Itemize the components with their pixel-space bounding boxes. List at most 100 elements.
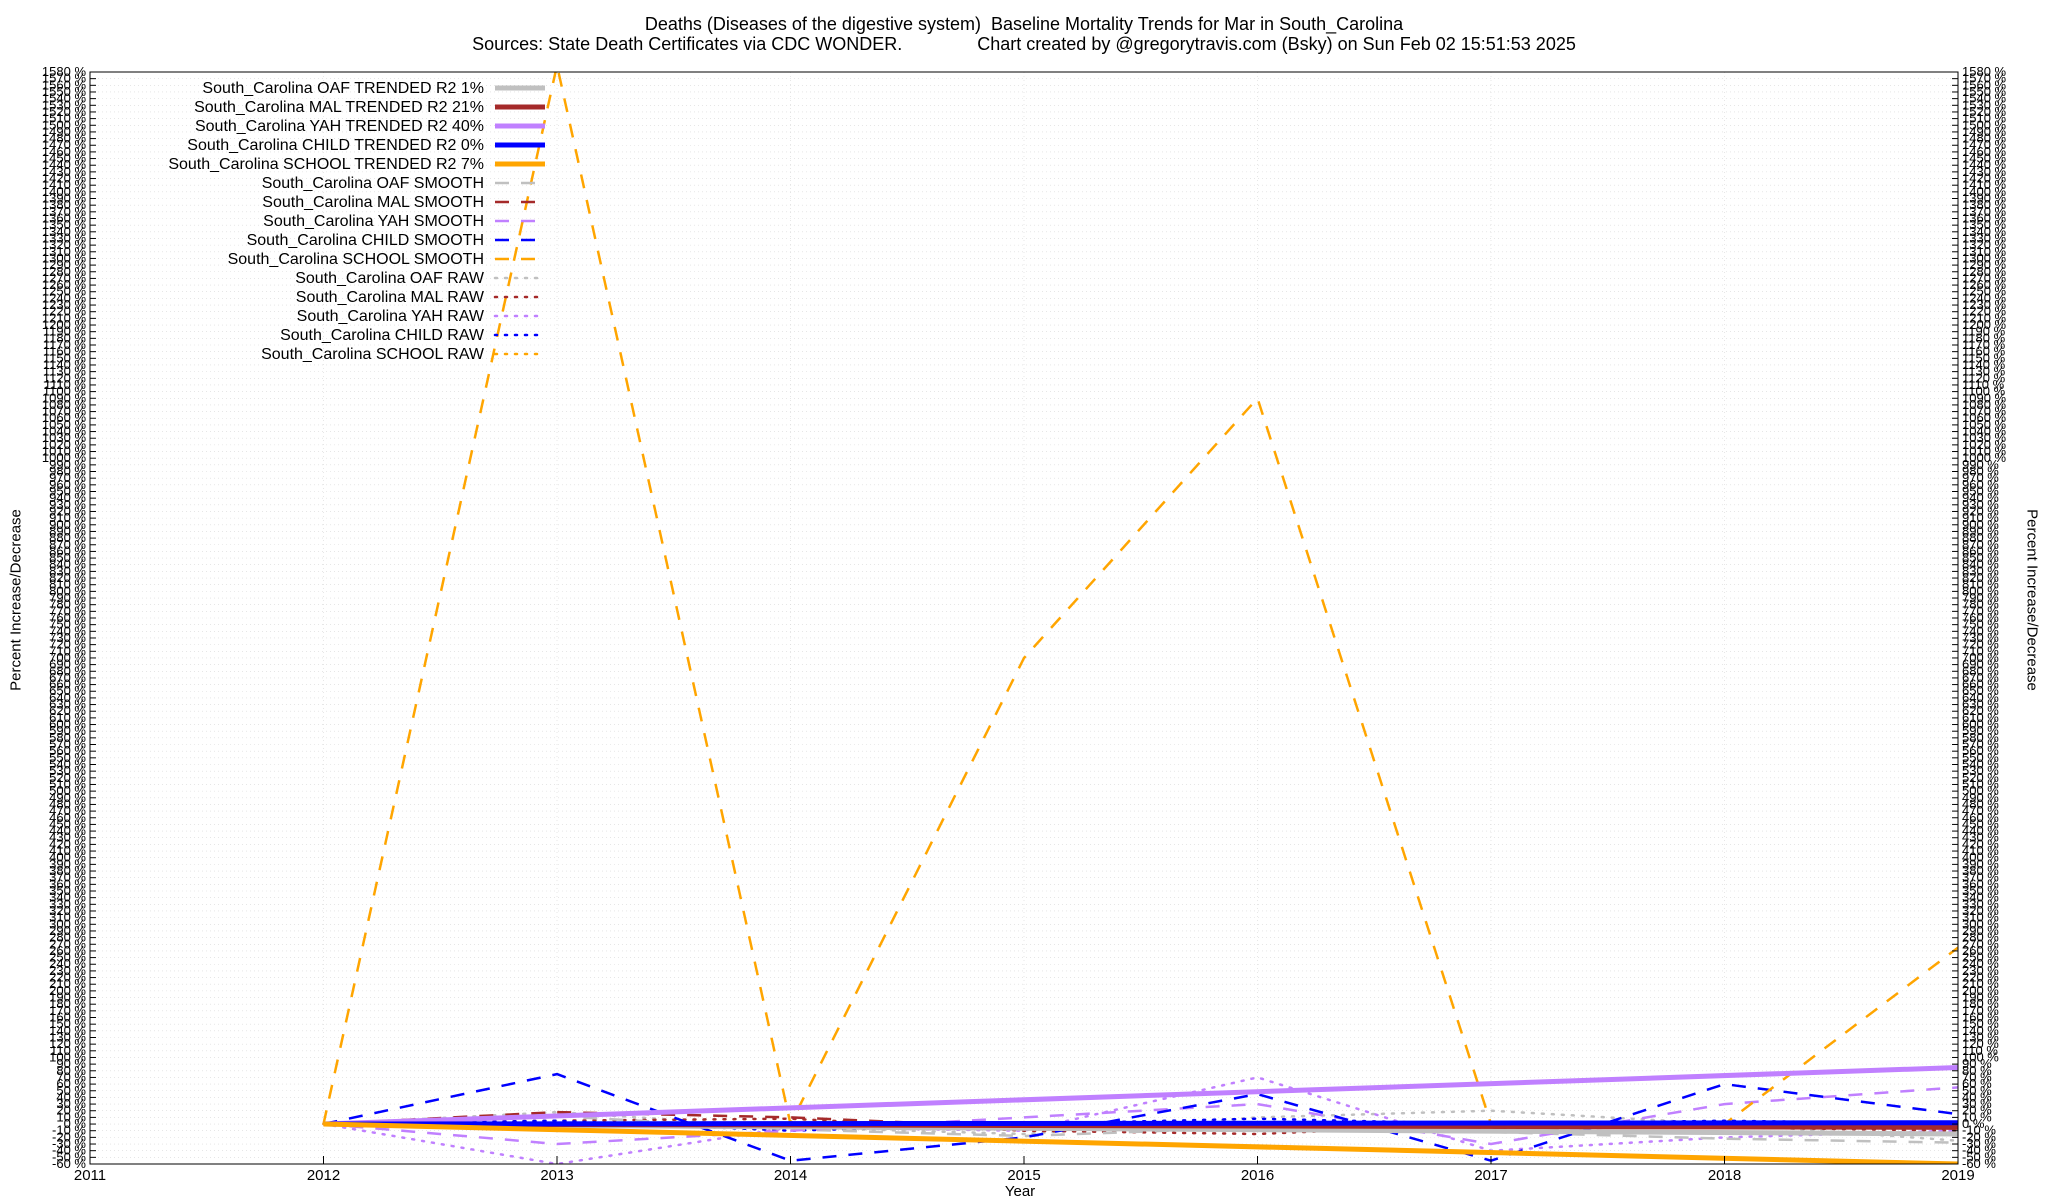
y-tick-label-right: 110 % [1962, 1043, 1998, 1058]
y-tick-label-left: 730 % [49, 630, 86, 645]
y-tick-label-left: 1520 % [42, 104, 87, 119]
y-tick-label-right: -20 % [1962, 1129, 1996, 1144]
y-tick-label-left: 1560 % [42, 77, 87, 92]
y-tick-label-right: -50 % [1962, 1149, 1996, 1164]
y-tick-label-right: 840 % [1962, 557, 1999, 572]
y-tick-label-left: 50 % [56, 1083, 86, 1098]
y-tick-label-right: 980 % [1962, 464, 1999, 479]
y-tick-label-right: 420 % [1962, 836, 1999, 851]
y-tick-label-right: 480 % [1962, 796, 1999, 811]
y-tick-label-left: 620 % [49, 703, 86, 718]
legend: South_Carolina OAF TRENDED R2 1% South_Ca… [168, 80, 547, 363]
y-tick-label-right: 70 % [1962, 1069, 1992, 1084]
y-tick-label-left: 550 % [49, 750, 86, 765]
y-tick-label-left: 530 % [49, 763, 86, 778]
y-tick-label-left: 310 % [49, 910, 86, 925]
y-tick-label-right: 490 % [1962, 790, 1999, 805]
y-tick-label-left: 340 % [49, 890, 86, 905]
y-tick-label-right: 1000 % [1962, 450, 2007, 465]
y-tick-label-right: 920 % [1962, 503, 1999, 518]
y-tick-label-left: 370 % [49, 870, 86, 885]
y-tick-label-right: 810 % [1962, 577, 1999, 592]
y-tick-label-right: 820 % [1962, 570, 1999, 585]
y-tick-label-left: 1170 % [43, 337, 87, 352]
y-tick-label-right: 1370 % [1962, 204, 2007, 219]
y-tick-label-right: -60 % [1962, 1156, 1996, 1171]
y-tick-label-right: 720 % [1962, 637, 1999, 652]
y-tick-label-right: 1090 % [1962, 390, 2007, 405]
y-tick-label-left: 1530 % [42, 97, 87, 112]
y-tick-label-left: 850 % [49, 550, 86, 565]
y-tick-label-right: 770 % [1962, 603, 1999, 618]
y-tick-label-right: 60 % [1962, 1076, 1992, 1091]
y-tick-label-right: 90 % [1962, 1056, 1992, 1071]
y-tick-label-left: 240 % [49, 956, 86, 971]
y-tick-label-left: 830 % [49, 563, 86, 578]
legend-label: South_Carolina OAF RAW [295, 270, 485, 287]
y-tick-label-left: 1450 % [42, 151, 87, 166]
y-tick-label-right: 580 % [1962, 730, 1999, 745]
series-line-smooth [323, 1086, 1958, 1146]
y-tick-label-right: 1270 % [1962, 270, 2007, 285]
y-tick-label-left: 1180 % [43, 330, 87, 345]
y-tick-label-left: 630 % [49, 697, 86, 712]
y-tick-label-right: 1390 % [1962, 191, 2007, 206]
y-tick-label-right: 600 % [1962, 717, 1999, 732]
y-tick-label-left: 820 % [49, 570, 86, 585]
y-tick-label-left: 360 % [49, 876, 86, 891]
y-tick-label-left: 1200 % [42, 317, 87, 332]
y-tick-label-right: 320 % [1962, 903, 1999, 918]
y-tick-label-right: 1250 % [1962, 284, 2007, 299]
y-tick-label-left: 1400 % [42, 184, 87, 199]
y-tick-label-left: 1250 % [42, 284, 87, 299]
x-tick-label: 2013 [540, 1167, 573, 1184]
y-tick-label-left: 330 % [49, 896, 86, 911]
y-tick-label-left: 270 % [49, 936, 86, 951]
y-tick-label-right: 830 % [1962, 563, 1999, 578]
y-tick-label-left: 1340 % [42, 224, 87, 239]
y-tick-label-right: 1030 % [1962, 430, 2007, 445]
y-tick-label-right: 1120 % [1962, 370, 2006, 385]
y-tick-label-left: 1010 % [42, 444, 87, 459]
y-tick-label-right: 550 % [1962, 750, 1999, 765]
y-tick-label-right: 760 % [1962, 610, 1999, 625]
y-tick-label-right: 620 % [1962, 703, 1999, 718]
y-tick-label-left: 1460 % [42, 144, 87, 159]
y-tick-label-right: 870 % [1962, 537, 1999, 552]
y-tick-label-left: 640 % [49, 690, 86, 705]
y-tick-label-left: 690 % [49, 657, 86, 672]
y-tick-label-left: 1420 % [42, 171, 87, 186]
y-tick-label-left: 1110 % [44, 377, 87, 392]
y-tick-label-left: 500 % [49, 783, 86, 798]
y-tick-label-right: 630 % [1962, 697, 1999, 712]
grid [89, 71, 1959, 1165]
y-tick-label-right: 1150 % [1962, 350, 2006, 365]
y-tick-label-left: 1060 % [42, 410, 87, 425]
y-tick-label-left: 160 % [49, 1010, 86, 1025]
y-tick-label-right: 1420 % [1962, 171, 2007, 186]
y-tick-label-right: 1360 % [1962, 210, 2007, 225]
y-tick-label-right: 1340 % [1962, 224, 2007, 239]
y-tick-label-left: 650 % [49, 683, 86, 698]
y-tick-label-right: 1140 % [1962, 357, 2006, 372]
y-tick-label-left: 120 % [49, 1036, 86, 1051]
y-tick-label-left: 1030 % [42, 430, 87, 445]
y-tick-label-right: 440 % [1962, 823, 1999, 838]
y-tick-label-right: 940 % [1962, 490, 1999, 505]
legend-label: South_Carolina SCHOOL TRENDED R2 7% [168, 156, 484, 173]
y-tick-label-left: 90 % [56, 1056, 86, 1071]
y-tick-label-right: 1480 % [1962, 131, 2007, 146]
y-tick-label-left: 100 % [49, 1049, 86, 1064]
y-tick-label-right: 660 % [1962, 677, 1999, 692]
y-tick-label-right: 40 % [1962, 1089, 1992, 1104]
chart-title: Deaths (Diseases of the digestive system… [644, 14, 1404, 34]
y-tick-label-right: 390 % [1962, 856, 1999, 871]
y-tick-label-right: 1220 % [1962, 304, 2007, 319]
y-tick-label-right: 250 % [1962, 950, 1999, 965]
y-tick-label-left: -20 % [52, 1129, 86, 1144]
y-tick-label-left: 1480 % [42, 131, 87, 146]
y-tick-label-right: 260 % [1962, 943, 1999, 958]
x-tick-label: 2014 [774, 1167, 807, 1184]
y-tick-label-right: 180 % [1962, 996, 1999, 1011]
